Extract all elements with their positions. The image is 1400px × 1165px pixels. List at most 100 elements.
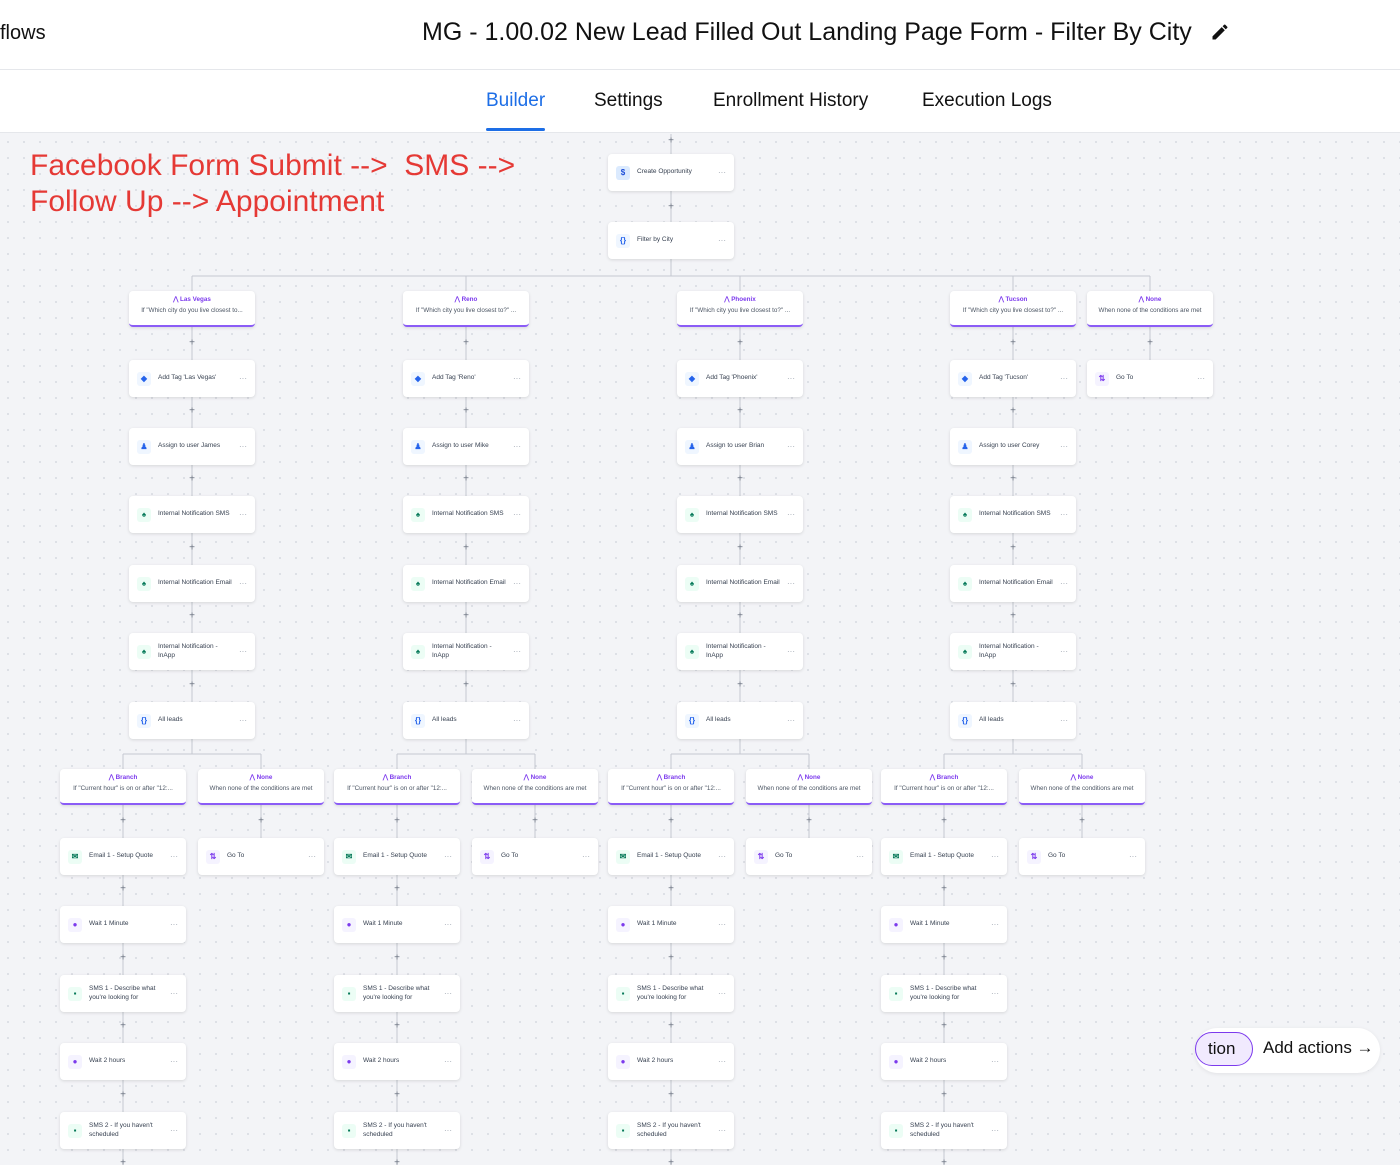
- add-step-plus[interactable]: +: [120, 1089, 126, 1101]
- more-options-icon[interactable]: ···: [787, 579, 795, 588]
- workflow-step[interactable]: ▪ SMS 1 - Describe what you're looking fo…: [334, 975, 460, 1012]
- add-step-plus[interactable]: +: [1010, 610, 1016, 622]
- more-options-icon[interactable]: ···: [513, 510, 521, 519]
- workflow-step[interactable]: {} All leads ···: [950, 702, 1076, 739]
- branch-node[interactable]: ⋀ None When none of the conditions are me…: [198, 769, 324, 805]
- more-options-icon[interactable]: ···: [513, 647, 521, 656]
- workflow-step[interactable]: ⇅ Go To ···: [746, 838, 872, 875]
- add-step-plus[interactable]: +: [737, 405, 743, 417]
- add-step-plus[interactable]: +: [1010, 679, 1016, 691]
- workflow-step[interactable]: $ Create Opportunity ···: [608, 154, 734, 191]
- more-options-icon[interactable]: ···: [787, 442, 795, 451]
- more-options-icon[interactable]: ···: [513, 442, 521, 451]
- more-options-icon[interactable]: ···: [718, 1126, 726, 1135]
- more-options-icon[interactable]: ···: [1060, 579, 1068, 588]
- more-options-icon[interactable]: ···: [239, 716, 247, 725]
- more-options-icon[interactable]: ···: [1060, 716, 1068, 725]
- more-options-icon[interactable]: ···: [787, 374, 795, 383]
- add-step-plus[interactable]: +: [737, 610, 743, 622]
- workflow-step[interactable]: ♟ Assign to user Corey ···: [950, 428, 1076, 465]
- more-options-icon[interactable]: ···: [308, 852, 316, 861]
- workflow-step[interactable]: ◆ Add Tag 'Tucson' ···: [950, 360, 1076, 397]
- workflow-step[interactable]: ♠ Internal Notification - InApp ···: [950, 633, 1076, 670]
- pencil-icon[interactable]: [1210, 22, 1230, 42]
- add-step-plus[interactable]: +: [941, 1020, 947, 1032]
- add-step-plus[interactable]: +: [258, 815, 264, 827]
- workflow-step[interactable]: ▪ SMS 2 - If you haven't scheduled ···: [881, 1112, 1007, 1149]
- more-options-icon[interactable]: ···: [582, 852, 590, 861]
- more-options-icon[interactable]: ···: [1060, 442, 1068, 451]
- more-options-icon[interactable]: ···: [991, 852, 999, 861]
- branch-node[interactable]: ⋀ Branch If "Current hour" is on or after…: [60, 769, 186, 805]
- branch-node[interactable]: ⋀ None When none of the conditions are me…: [472, 769, 598, 805]
- workflow-step[interactable]: ▪ SMS 2 - If you haven't scheduled ···: [60, 1112, 186, 1149]
- branch-node[interactable]: ⋀ Tucson If "Which city you live closest …: [950, 291, 1076, 327]
- branch-node[interactable]: ⋀ None When none of the conditions are me…: [746, 769, 872, 805]
- add-step-plus[interactable]: +: [668, 1157, 674, 1165]
- add-step-plus[interactable]: +: [668, 815, 674, 827]
- more-options-icon[interactable]: ···: [718, 1057, 726, 1066]
- add-step-plus[interactable]: +: [120, 1157, 126, 1165]
- add-step-plus[interactable]: +: [941, 952, 947, 964]
- add-step-plus[interactable]: +: [1010, 337, 1016, 349]
- more-options-icon[interactable]: ···: [513, 579, 521, 588]
- add-step-plus[interactable]: +: [668, 201, 674, 213]
- branch-node[interactable]: ⋀ None When none of the conditions are me…: [1087, 291, 1213, 327]
- more-options-icon[interactable]: ···: [787, 647, 795, 656]
- workflow-step[interactable]: ⇅ Go To ···: [1019, 838, 1145, 875]
- add-step-plus[interactable]: +: [189, 337, 195, 349]
- add-step-plus[interactable]: +: [463, 337, 469, 349]
- workflow-step[interactable]: ♠ Internal Notification SMS ···: [129, 496, 255, 533]
- add-step-plus[interactable]: +: [463, 610, 469, 622]
- workflow-step[interactable]: ✉ Email 1 - Setup Quote ···: [334, 838, 460, 875]
- add-step-plus[interactable]: +: [668, 1020, 674, 1032]
- add-step-plus[interactable]: +: [189, 405, 195, 417]
- add-step-plus[interactable]: +: [737, 542, 743, 554]
- add-step-plus[interactable]: +: [463, 679, 469, 691]
- branch-node[interactable]: ⋀ Branch If "Current hour" is on or after…: [608, 769, 734, 805]
- more-options-icon[interactable]: ···: [170, 1126, 178, 1135]
- workflow-step[interactable]: ♠ Internal Notification Email ···: [129, 565, 255, 602]
- workflow-step[interactable]: ♠ Internal Notification - InApp ···: [129, 633, 255, 670]
- workflow-step[interactable]: ● Wait 2 hours ···: [60, 1043, 186, 1080]
- add-step-plus[interactable]: +: [668, 952, 674, 964]
- workflow-step[interactable]: ⇅ Go To ···: [198, 838, 324, 875]
- more-options-icon[interactable]: ···: [239, 647, 247, 656]
- add-step-plus[interactable]: +: [120, 883, 126, 895]
- workflow-step[interactable]: ✉ Email 1 - Setup Quote ···: [60, 838, 186, 875]
- more-options-icon[interactable]: ···: [444, 1126, 452, 1135]
- more-options-icon[interactable]: ···: [718, 852, 726, 861]
- add-step-plus[interactable]: +: [668, 135, 674, 147]
- workflow-step[interactable]: ● Wait 2 hours ···: [881, 1043, 1007, 1080]
- tab-execution-logs[interactable]: Execution Logs: [922, 90, 1052, 111]
- workflow-step[interactable]: {} All leads ···: [129, 702, 255, 739]
- more-options-icon[interactable]: ···: [1197, 374, 1205, 383]
- add-step-plus[interactable]: +: [189, 679, 195, 691]
- workflow-step[interactable]: ♠ Internal Notification SMS ···: [403, 496, 529, 533]
- workflow-step[interactable]: ● Wait 1 Minute ···: [60, 906, 186, 943]
- workflow-step[interactable]: ♠ Internal Notification Email ···: [677, 565, 803, 602]
- tab-enrollment-history[interactable]: Enrollment History: [713, 90, 869, 111]
- add-step-plus[interactable]: +: [463, 542, 469, 554]
- add-step-plus[interactable]: +: [1147, 337, 1153, 349]
- more-options-icon[interactable]: ···: [856, 852, 864, 861]
- more-options-icon[interactable]: ···: [513, 374, 521, 383]
- add-step-plus[interactable]: +: [1010, 473, 1016, 485]
- workflow-step[interactable]: ♟ Assign to user Brian ···: [677, 428, 803, 465]
- add-actions-button[interactable]: Add actions →: [1263, 1038, 1374, 1057]
- branch-node[interactable]: ⋀ Las Vegas If "Which city do you live cl…: [129, 291, 255, 327]
- more-options-icon[interactable]: ···: [239, 510, 247, 519]
- add-step-plus[interactable]: +: [668, 1089, 674, 1101]
- workflow-step[interactable]: ◆ Add Tag 'Reno' ···: [403, 360, 529, 397]
- add-step-plus[interactable]: +: [668, 883, 674, 895]
- add-step-plus[interactable]: +: [120, 952, 126, 964]
- workflow-step[interactable]: ⇅ Go To ···: [1087, 360, 1213, 397]
- branch-node[interactable]: ⋀ Branch If "Current hour" is on or after…: [881, 769, 1007, 805]
- add-step-plus[interactable]: +: [394, 815, 400, 827]
- more-options-icon[interactable]: ···: [718, 236, 726, 245]
- more-options-icon[interactable]: ···: [239, 579, 247, 588]
- more-options-icon[interactable]: ···: [1060, 647, 1068, 656]
- more-options-icon[interactable]: ···: [1060, 374, 1068, 383]
- workflow-step[interactable]: ▪ SMS 2 - If you haven't scheduled ···: [608, 1112, 734, 1149]
- more-options-icon[interactable]: ···: [718, 920, 726, 929]
